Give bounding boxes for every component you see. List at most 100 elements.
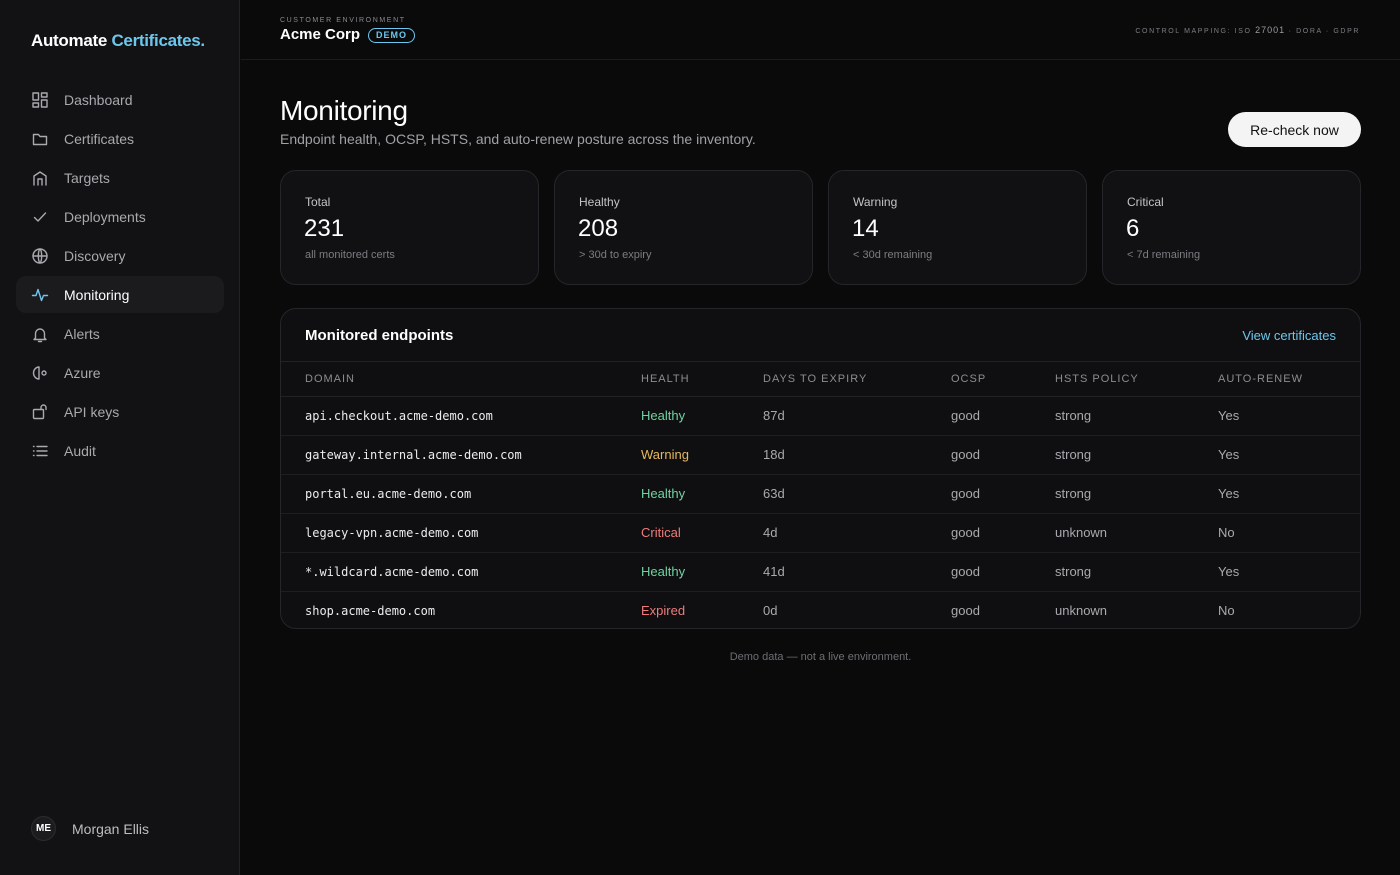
brand-accent: Certificates. xyxy=(111,31,205,50)
sidebar-item-label: Alerts xyxy=(64,325,100,342)
cell-days-to-expiry: 18d xyxy=(763,435,951,475)
column-header-ocsp[interactable]: OCSP xyxy=(951,362,1055,397)
cell-domain: legacy-vpn.acme-demo.com xyxy=(281,513,641,553)
sidebar-item-azure[interactable]: Azure xyxy=(16,354,224,391)
sidebar-item-api-keys[interactable]: API keys xyxy=(16,393,224,430)
panel-title: Monitored endpoints xyxy=(305,327,454,344)
sidebar-item-label: Azure xyxy=(64,364,101,381)
user-name: Morgan Ellis xyxy=(72,820,150,837)
stat-card-healthy: Healthy 208 > 30d to expiry xyxy=(554,170,813,285)
cell-hsts: strong xyxy=(1055,474,1218,514)
control-mapping: CONTROL MAPPING: ISO 27001 · DORA · GDPR xyxy=(1135,25,1360,35)
sidebar-item-label: Discovery xyxy=(64,247,126,264)
folder-icon xyxy=(31,130,49,148)
cell-hsts: strong xyxy=(1055,552,1218,592)
sidebar-item-label: Targets xyxy=(64,169,110,186)
cell-ocsp: good xyxy=(951,513,1055,553)
globe-icon xyxy=(31,247,49,265)
sidebar-item-monitoring[interactable]: Monitoring xyxy=(16,276,224,313)
cell-days-to-expiry: 63d xyxy=(763,474,951,514)
cell-days-to-expiry: 41d xyxy=(763,552,951,592)
cell-auto-renew: Yes xyxy=(1218,552,1360,592)
sidebar-item-label: API keys xyxy=(64,403,120,420)
cell-days-to-expiry: 4d xyxy=(763,513,951,553)
cell-hsts: unknown xyxy=(1055,603,1108,619)
table-row[interactable]: portal.eu.acme-demo.com Healthy 63d good… xyxy=(281,474,1360,514)
cell-domain: api.checkout.acme-demo.com xyxy=(281,396,641,436)
cell-auto-renew: Yes xyxy=(1218,396,1360,436)
monitored-endpoints-panel: Monitored endpoints View certificates DO… xyxy=(280,308,1361,629)
stat-note: < 7d remaining xyxy=(1127,249,1201,261)
stat-label: Warning xyxy=(853,195,898,209)
table-row[interactable]: *.wildcard.acme-demo.com Healthy 41d goo… xyxy=(281,552,1360,592)
stat-value: 231 xyxy=(304,215,345,242)
cell-auto-renew: No xyxy=(1218,603,1235,619)
environment-label: CUSTOMER ENVIRONMENT xyxy=(280,17,406,24)
cell-domain: *.wildcard.acme-demo.com xyxy=(281,552,641,592)
cell-hsts: unknown xyxy=(1055,513,1218,553)
recheck-button[interactable]: Re-check now xyxy=(1228,112,1361,147)
sidebar-item-dashboard[interactable]: Dashboard xyxy=(16,81,224,118)
table-row[interactable]: legacy-vpn.acme-demo.com Critical 4d goo… xyxy=(281,513,1360,553)
cell-health: Warning xyxy=(641,435,763,475)
stat-label: Healthy xyxy=(579,195,620,209)
table-header-row: DOMAIN HEALTH DAYS TO EXPIRY OCSP HSTS P… xyxy=(281,362,1360,397)
environment-name: Acme Corp xyxy=(280,26,361,43)
cell-health: Healthy xyxy=(641,474,763,514)
cell-domain: portal.eu.acme-demo.com xyxy=(281,474,641,514)
sidebar-item-audit[interactable]: Audit xyxy=(16,432,224,469)
stat-label: Total xyxy=(305,195,331,209)
column-header-days-to-expiry[interactable]: DAYS TO EXPIRY xyxy=(763,362,951,397)
column-header-domain[interactable]: DOMAIN xyxy=(281,362,641,397)
key-icon xyxy=(31,403,49,421)
demo-data-note: Demo data — not a live environment. xyxy=(729,651,912,663)
cell-auto-renew: No xyxy=(1218,513,1360,553)
cell-auto-renew: Yes xyxy=(1218,435,1360,475)
bell-icon xyxy=(31,325,49,343)
column-header-hsts-policy[interactable]: HSTS POLICY xyxy=(1055,362,1218,397)
sidebar-item-deployments[interactable]: Deployments xyxy=(16,198,224,235)
page-title: Monitoring xyxy=(280,95,408,126)
stat-note: > 30d to expiry xyxy=(579,249,652,261)
control-mapping-suffix: · DORA · GDPR xyxy=(1288,28,1360,35)
azure-icon xyxy=(31,364,49,382)
sidebar-item-targets[interactable]: Targets xyxy=(16,159,224,196)
user-profile[interactable]: ME Morgan Ellis xyxy=(31,816,149,841)
cell-ocsp: good xyxy=(951,552,1055,592)
pulse-icon xyxy=(31,286,49,304)
sidebar-item-label: Monitoring xyxy=(64,286,130,303)
cell-hsts: strong xyxy=(1055,396,1218,436)
cell-domain: shop.acme-demo.com xyxy=(305,603,436,618)
control-mapping-prefix: CONTROL MAPPING: ISO xyxy=(1135,28,1252,35)
cell-ocsp: good xyxy=(951,474,1055,514)
sidebar-item-label: Certificates xyxy=(64,130,135,147)
column-header-auto-renew[interactable]: AUTO-RENEW xyxy=(1218,362,1360,397)
table-row[interactable]: api.checkout.acme-demo.com Healthy 87d g… xyxy=(281,396,1360,436)
column-header-health[interactable]: HEALTH xyxy=(641,362,763,397)
cell-hsts: strong xyxy=(1055,435,1218,475)
stat-cards: Total 231 all monitored certs Healthy 20… xyxy=(280,170,1361,285)
stat-card-critical: Critical 6 < 7d remaining xyxy=(1102,170,1361,285)
control-mapping-iso: 27001 xyxy=(1255,25,1286,35)
cell-ocsp: good xyxy=(951,603,980,619)
avatar: ME xyxy=(31,816,56,841)
cell-ocsp: good xyxy=(951,396,1055,436)
cell-days-to-expiry: 87d xyxy=(763,396,951,436)
view-certificates-link[interactable]: View certificates xyxy=(1242,328,1336,343)
cell-ocsp: good xyxy=(951,435,1055,475)
cell-health: Critical xyxy=(641,513,763,553)
cell-days-to-expiry: 0d xyxy=(763,603,778,619)
sidebar-item-discovery[interactable]: Discovery xyxy=(16,237,224,274)
dashboard-icon xyxy=(31,91,49,109)
sidebar-item-alerts[interactable]: Alerts xyxy=(16,315,224,352)
topbar: CUSTOMER ENVIRONMENT Acme Corp DEMO CONT… xyxy=(241,0,1400,60)
brand-logo[interactable]: Automate Certificates. xyxy=(31,31,205,51)
stat-value: 208 xyxy=(578,215,619,242)
cell-auto-renew: Yes xyxy=(1218,474,1360,514)
table-row[interactable]: shop.acme-demo.com Expired 0d good unkno… xyxy=(281,591,1360,628)
cell-health: Healthy xyxy=(641,552,763,592)
sidebar: Automate Certificates. Dashboard Certifi… xyxy=(0,0,240,875)
sidebar-item-certificates[interactable]: Certificates xyxy=(16,120,224,157)
sidebar-item-label: Audit xyxy=(64,442,96,459)
table-row[interactable]: gateway.internal.acme-demo.com Warning 1… xyxy=(281,435,1360,475)
